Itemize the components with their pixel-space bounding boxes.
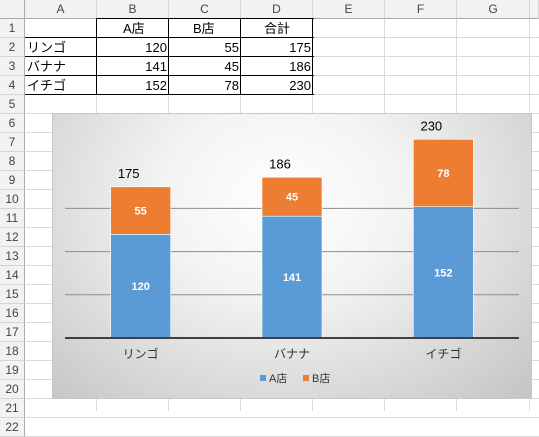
bar-series-a-2: [261, 215, 323, 339]
cell-a3[interactable]: バナナ: [27, 59, 67, 74]
row-header-5[interactable]: 5: [0, 95, 25, 114]
row-header-9[interactable]: 9: [0, 171, 25, 190]
chart-canvas: 120 55 175 リンゴ 141 45 186 バナナ 152 78 230 イチゴ A店 B店: [65, 118, 519, 385]
data-label: 120: [131, 281, 149, 293]
row-header-19[interactable]: 19: [0, 361, 25, 380]
cell-a2[interactable]: リンゴ: [27, 40, 67, 55]
column-header-overflow: [530, 0, 539, 19]
total-label: 175: [118, 166, 140, 181]
row-header-12[interactable]: 12: [0, 228, 25, 247]
cell-d2[interactable]: 175: [289, 40, 311, 55]
category-label: リンゴ: [123, 346, 159, 361]
row-header-18[interactable]: 18: [0, 342, 25, 361]
category-label: バナナ: [274, 347, 310, 361]
row-gridline: [25, 417, 539, 418]
row-header-16[interactable]: 16: [0, 304, 25, 323]
cell-c3[interactable]: 45: [224, 59, 239, 74]
table-border-line: [96, 19, 97, 95]
row-header-13[interactable]: 13: [0, 247, 25, 266]
row-header-3[interactable]: 3: [0, 57, 25, 76]
column-header-b[interactable]: B: [97, 0, 169, 19]
row-header-2[interactable]: 2: [0, 38, 25, 57]
data-label: 45: [286, 192, 298, 204]
cell-d4[interactable]: 230: [289, 78, 311, 93]
table-border-line: [25, 94, 314, 95]
row-header-17[interactable]: 17: [0, 323, 25, 342]
row-header-15[interactable]: 15: [0, 285, 25, 304]
row-header-21[interactable]: 21: [0, 399, 25, 418]
select-all-corner[interactable]: [0, 0, 25, 19]
row-header-8[interactable]: 8: [0, 152, 25, 171]
legend-swatch-series-b: [303, 375, 309, 381]
bar-series-b-3: [413, 138, 474, 207]
table-border-line: [25, 37, 314, 38]
row-header-7[interactable]: 7: [0, 133, 25, 152]
stacked-bar-chart[interactable]: 120 55 175 リンゴ 141 45 186 バナナ 152 78 230 イチゴ A店 B店: [52, 113, 532, 399]
column-header-g[interactable]: G: [457, 0, 530, 19]
row-header-11[interactable]: 11: [0, 209, 25, 228]
cell-c1[interactable]: B店: [193, 21, 215, 36]
column-header-c[interactable]: C: [169, 0, 241, 19]
legend-label-series-a: A店: [269, 371, 287, 385]
total-label: 230: [420, 118, 442, 133]
table-border-line: [168, 19, 169, 95]
data-label: 152: [434, 267, 452, 279]
cell-c2[interactable]: 55: [224, 40, 239, 55]
table-border-line: [25, 56, 314, 57]
data-label: 78: [437, 168, 449, 180]
row-header-14[interactable]: 14: [0, 266, 25, 285]
cell-b4[interactable]: 152: [145, 78, 167, 93]
data-label: 55: [135, 206, 147, 218]
table-border-line: [312, 19, 313, 95]
category-label: イチゴ: [425, 346, 461, 361]
bar-series-a-1: [110, 234, 171, 339]
row-header-4[interactable]: 4: [0, 76, 25, 95]
row-header-10[interactable]: 10: [0, 190, 25, 209]
legend-swatch-series-a: [260, 375, 266, 381]
row-header-1[interactable]: 1: [0, 19, 25, 38]
cell-a4[interactable]: イチゴ: [27, 78, 67, 93]
data-label: 141: [283, 272, 301, 284]
column-header-a[interactable]: A: [25, 0, 97, 19]
cell-b1[interactable]: A店: [123, 21, 145, 36]
column-header-d[interactable]: D: [241, 0, 313, 19]
legend-label-series-b: B店: [312, 371, 330, 385]
cell-d1[interactable]: 合計: [264, 21, 291, 36]
bar-series-b-1: [110, 186, 171, 235]
total-label: 186: [269, 156, 291, 171]
table-border-line: [25, 75, 314, 76]
row-header-20[interactable]: 20: [0, 380, 25, 399]
row-header-22[interactable]: 22: [0, 418, 25, 437]
column-header-e[interactable]: E: [313, 0, 385, 19]
column-header-f[interactable]: F: [385, 0, 457, 19]
cell-b3[interactable]: 141: [145, 59, 167, 74]
cell-b2[interactable]: 120: [145, 40, 167, 55]
table-border-line: [96, 18, 314, 19]
table-border-line: [240, 19, 241, 95]
row-header-6[interactable]: 6: [0, 114, 25, 133]
cell-d3[interactable]: 186: [289, 59, 311, 74]
bar-series-b-2: [261, 176, 323, 217]
cell-c4[interactable]: 78: [224, 78, 239, 93]
